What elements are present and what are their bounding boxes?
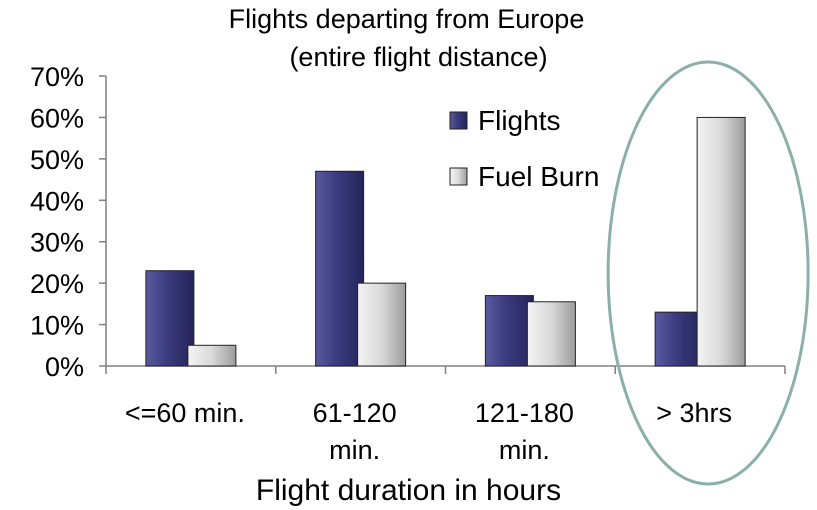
y-tick-label: 70% — [30, 62, 84, 92]
y-tick-label: 50% — [30, 145, 84, 175]
bar-flights — [315, 170, 365, 367]
x-tick-label: <=60 min. — [125, 398, 245, 428]
x-tick-label: > 3hrs — [656, 398, 732, 428]
bar-fuel-burn — [696, 116, 746, 367]
legend-swatch-flights — [449, 111, 468, 130]
bar-fuel-burn — [357, 282, 407, 367]
legend-swatch-fuel-burn — [449, 167, 468, 186]
x-axis-label: Flight duration in hours — [255, 474, 562, 507]
x-tick-label: min. — [329, 435, 380, 465]
bar-flights — [654, 311, 704, 367]
legend-label-fuel-burn: Fuel Burn — [478, 161, 599, 192]
bar-flights — [484, 295, 534, 367]
legend-label-flights: Flights — [478, 105, 560, 136]
highlight-ellipse — [606, 60, 810, 486]
bar-fuel-burn — [526, 301, 576, 367]
bar-fuel-burn — [187, 344, 237, 367]
x-tick-label: 121-180 — [475, 398, 574, 428]
chart-title-line-1: Flights departing from Europe — [228, 4, 585, 34]
chart-title-line-2: (entire flight distance) — [289, 42, 548, 72]
x-tick-label: min. — [499, 435, 550, 465]
x-tick-label: 61-120 — [313, 398, 397, 428]
y-tick-label: 20% — [30, 269, 84, 299]
y-tick-label: 30% — [30, 228, 84, 258]
y-tick-label: 10% — [30, 311, 84, 341]
y-tick-label: 60% — [30, 103, 84, 133]
bar-flights — [145, 270, 195, 367]
y-tick-label: 40% — [30, 186, 84, 216]
y-tick-label: 0% — [45, 352, 84, 382]
